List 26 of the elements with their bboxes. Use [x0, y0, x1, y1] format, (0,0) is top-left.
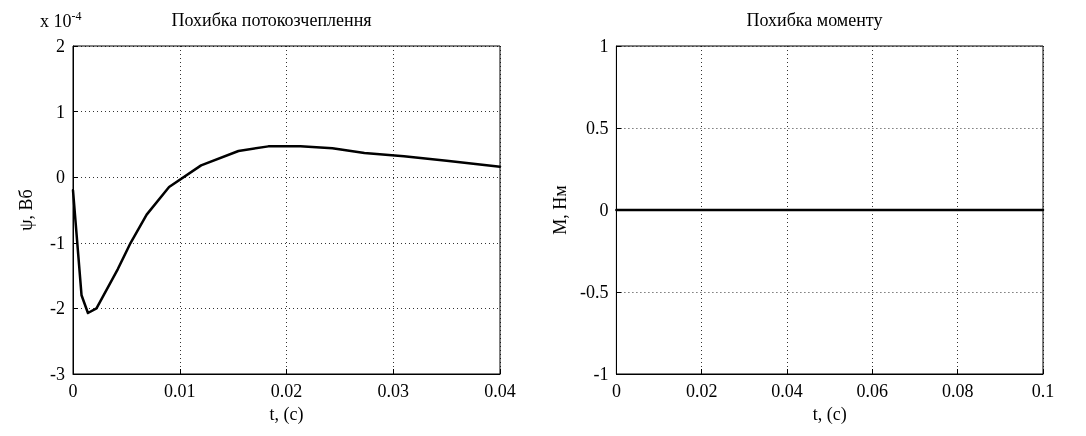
y-tick-label: 0 [599, 200, 609, 220]
y-tick-label: -1 [593, 364, 609, 384]
y-axis-title: M, Нм [550, 185, 570, 235]
x-tick-label: 0.02 [685, 381, 718, 401]
y-tick-label: 0.5 [585, 118, 609, 138]
y-tick-label: 0 [56, 167, 65, 188]
x-tick-label: 0.03 [377, 381, 409, 401]
x-tick-label: 0.04 [484, 381, 516, 401]
x-axis-title: t, (c) [812, 403, 847, 425]
chart-title: Похибка моменту [746, 10, 883, 30]
chart-title: Похибка потокозчеплення [171, 10, 372, 30]
y-tick-label: 1 [599, 36, 609, 56]
y-tick-label: -1 [50, 232, 65, 253]
y-tick-label: 1 [56, 101, 65, 122]
y-tick-label: -2 [50, 298, 65, 319]
x-tick-label: 0.02 [270, 381, 303, 401]
y-tick-label: -3 [50, 364, 65, 384]
x-axis-title: t, (c) [269, 403, 304, 425]
y-tick-label: -0.5 [579, 282, 609, 302]
x-tick-label: 0.01 [164, 381, 196, 401]
x-tick-label: 0.08 [941, 381, 974, 401]
y-tick-label: 2 [56, 36, 65, 56]
x-tick-label: 0.06 [856, 381, 889, 401]
x-tick-label: 0.1 [1031, 381, 1055, 401]
x-tick-label: 0.04 [771, 381, 803, 401]
y-axis-title: ψ, Вб [16, 189, 36, 231]
